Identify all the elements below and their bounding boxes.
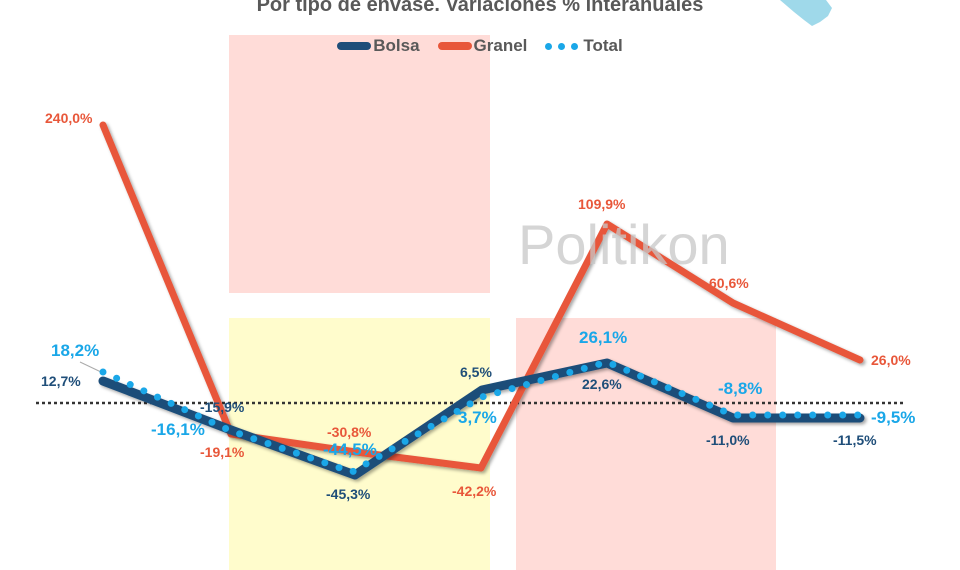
band-pink-right — [516, 318, 776, 570]
legend-label-bolsa: Bolsa — [373, 36, 420, 55]
legend-item-total[interactable]: Total — [545, 36, 623, 56]
legend-label-granel: Granel — [473, 36, 528, 55]
granel-label-1: 240,0% — [45, 110, 93, 126]
total-label-1: 18,2% — [51, 341, 100, 360]
total-label-3: -44,5% — [323, 440, 377, 459]
bolsa-swatch-icon — [337, 42, 372, 50]
granel-label-2: -19,1% — [200, 444, 245, 460]
granel-label-3: -30,8% — [327, 424, 372, 440]
watermark: Politikon — [518, 213, 730, 276]
bolsa-label-4: 6,5% — [460, 364, 492, 380]
total-label-2: -16,1% — [151, 420, 205, 439]
bolsa-label-3: -45,3% — [326, 486, 371, 502]
series-bolsa-line — [98, 358, 865, 480]
bolsa-label-5: 22,6% — [582, 376, 622, 392]
bolsa-label-1: 12,7% — [41, 373, 81, 389]
legend-item-bolsa[interactable]: Bolsa — [337, 36, 420, 56]
legend: Bolsa Granel Total — [0, 36, 960, 56]
bolsa-label-7: -11,5% — [833, 432, 877, 448]
total-label-4: 3,7% — [458, 408, 497, 427]
granel-label-7: 26,0% — [871, 352, 911, 368]
map-blob — [780, 0, 832, 26]
chart-title: Por tipo de envase. Variaciones % intera… — [256, 0, 704, 16]
bolsa-label-2: -15,9% — [200, 399, 245, 415]
granel-label-5: 109,9% — [578, 196, 626, 212]
total-swatch-icon — [545, 42, 579, 50]
series-total-line — [99, 358, 864, 476]
legend-label-total: Total — [583, 36, 623, 55]
legend-item-granel[interactable]: Granel — [437, 36, 528, 56]
bolsa-label-6: -11,0% — [706, 432, 750, 448]
band-pink-top — [229, 35, 490, 293]
granel-label-4: -42,2% — [452, 483, 497, 499]
granel-swatch-icon — [437, 42, 472, 50]
total-label-7: -9,5% — [871, 408, 916, 427]
total-label-6: -8,8% — [718, 379, 763, 398]
granel-label-6: 60,6% — [709, 275, 749, 291]
leader-line — [79, 361, 102, 373]
total-label-5: 26,1% — [579, 328, 628, 347]
